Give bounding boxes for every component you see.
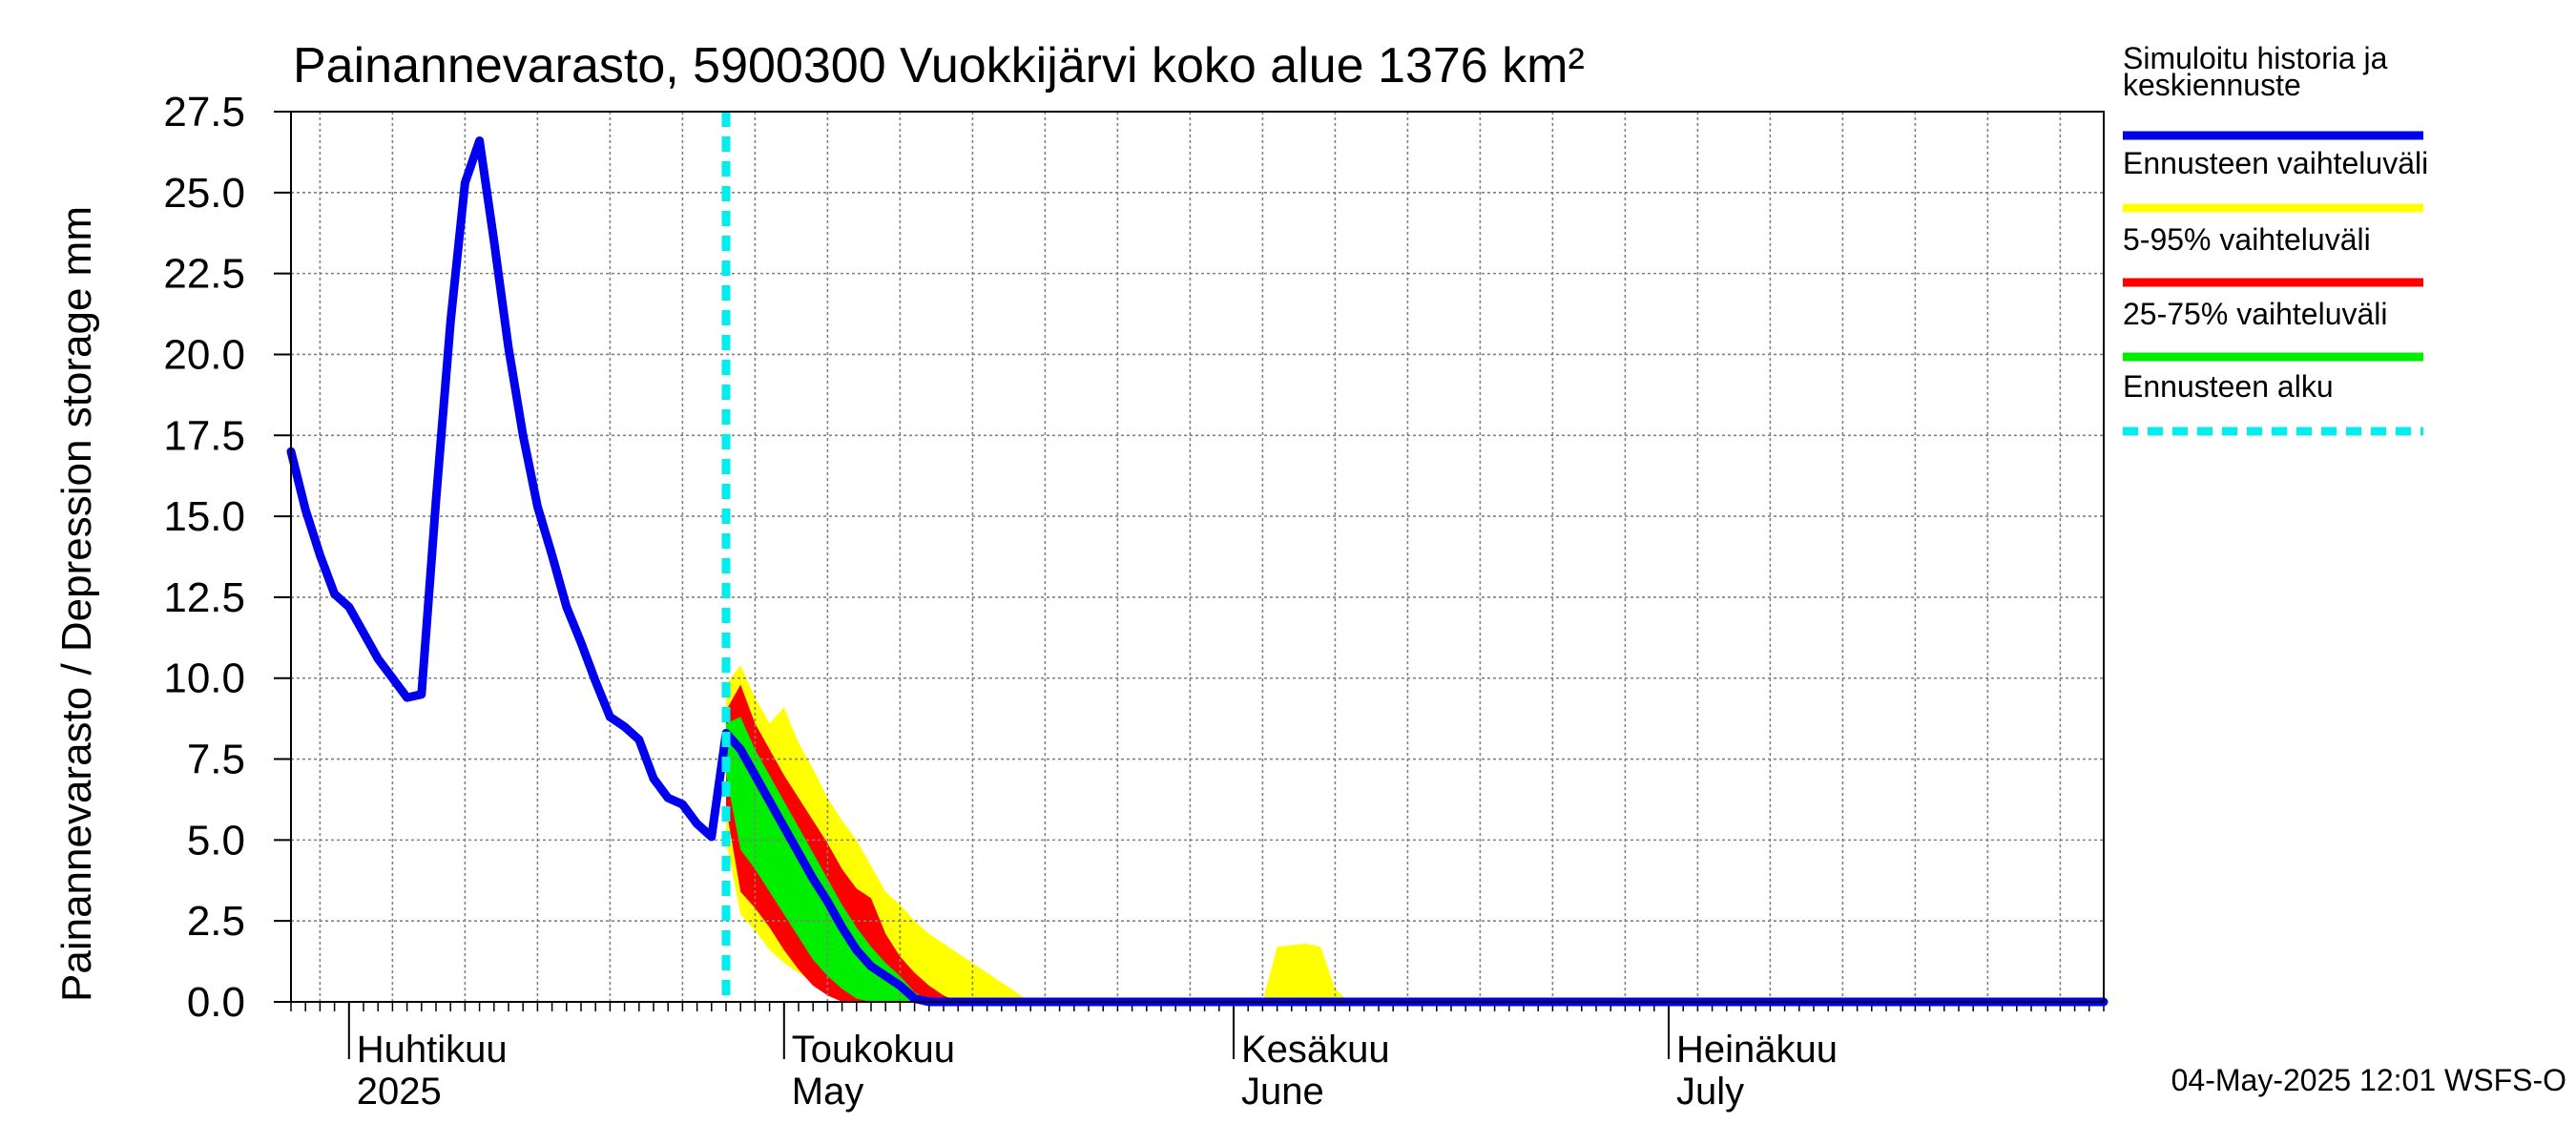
month-label-en: June xyxy=(1241,1071,1324,1113)
band-area-2 xyxy=(726,717,929,1002)
plot-frame xyxy=(290,111,2105,1003)
y-tick-label: 12.5 xyxy=(163,574,245,621)
month-label-fi: Heinäkuu xyxy=(1676,1029,1838,1071)
legend-label-0: keskiennuste xyxy=(2123,68,2301,102)
legend-label-0: Simuloitu historia ja xyxy=(2123,41,2388,75)
month-label-fi: Toukokuu xyxy=(792,1029,955,1071)
y-tick-label: 2.5 xyxy=(187,898,245,945)
band-area-0 xyxy=(726,665,1350,1002)
month-label-en: July xyxy=(1676,1071,1744,1113)
y-tick-label: 27.5 xyxy=(163,89,245,135)
month-label-fi: Huhtikuu xyxy=(357,1029,508,1071)
y-tick-label: 17.5 xyxy=(163,412,245,459)
y-tick-label: 15.0 xyxy=(163,493,245,540)
chart-title: Painannevarasto, 5900300 Vuokkijärvi kok… xyxy=(293,38,1585,94)
y-tick-label: 10.0 xyxy=(163,656,245,702)
legend-label-2: 5-95% vaihteluväli xyxy=(2123,222,2371,257)
series-line-0 xyxy=(286,136,2109,1007)
timestamp-footer: 04-May-2025 12:01 WSFS-O xyxy=(2171,1063,2566,1097)
month-label-fi: Kesäkuu xyxy=(1241,1029,1390,1071)
y-axis-label: Painannevarasto / Depression storage mm xyxy=(53,206,100,1002)
legend-label-1: Ennusteen vaihteluväli xyxy=(2123,146,2428,180)
month-label-en: 2025 xyxy=(357,1071,442,1113)
y-tick-label: 22.5 xyxy=(163,251,245,298)
y-tick-label: 0.0 xyxy=(187,979,245,1026)
month-label-en: May xyxy=(792,1071,864,1113)
y-tick-label: 5.0 xyxy=(187,817,245,864)
legend-label-4: Ennusteen alku xyxy=(2123,369,2334,404)
y-tick-label: 20.0 xyxy=(163,331,245,378)
y-tick-label: 25.0 xyxy=(163,170,245,217)
band-area-1 xyxy=(726,684,959,1002)
y-tick-label: 7.5 xyxy=(187,737,245,783)
plot-area: 0.0 2.5 5.0 7.5 10.0 12.5 15.0 17.5 20.0 22.5 25.0… xyxy=(163,89,2109,1113)
legend-label-3: 25-75% vaihteluväli xyxy=(2123,297,2388,331)
plot-background xyxy=(291,112,2104,1002)
